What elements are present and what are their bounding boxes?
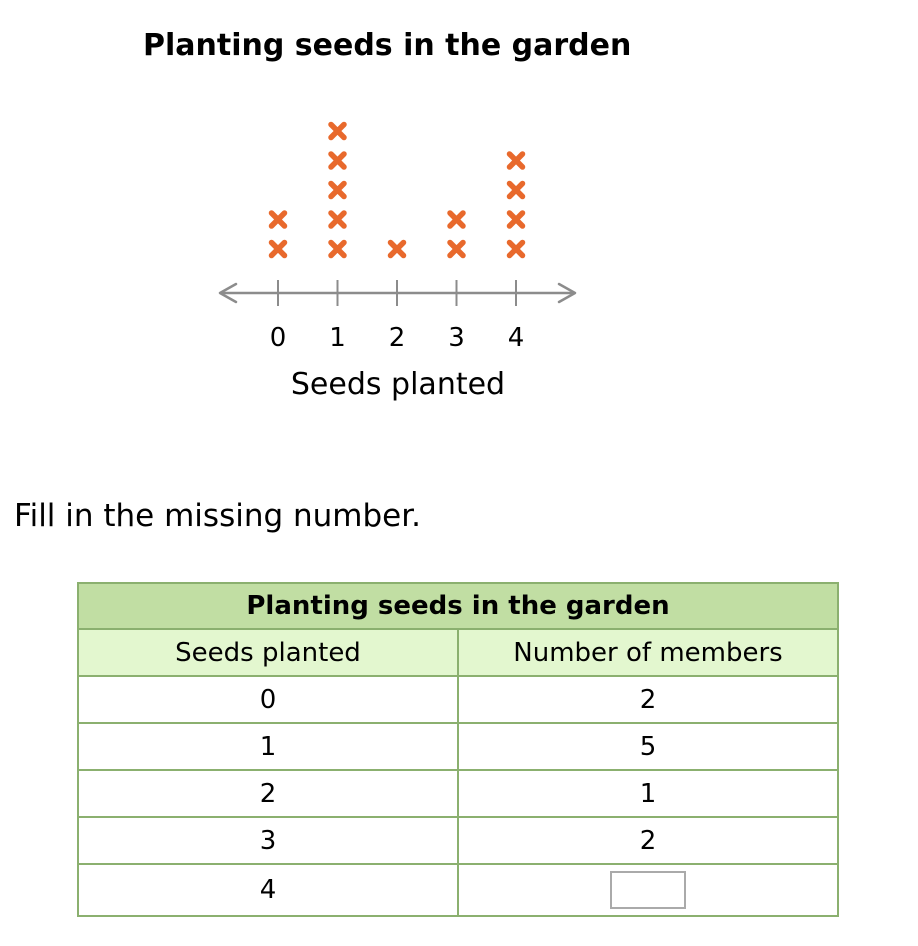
x-mark xyxy=(506,151,526,170)
x-mark xyxy=(328,121,347,141)
table-cell-seeds: 4 xyxy=(77,863,459,917)
left-arrow-icon xyxy=(218,282,238,304)
tick-labels: 0 1 2 3 4 xyxy=(270,323,525,353)
table-cell-members: 1 xyxy=(457,769,839,818)
table-row: 4 xyxy=(77,863,839,917)
column-header-members: Number of members xyxy=(457,628,839,677)
column-header-seeds: Seeds planted xyxy=(77,628,459,677)
table-cell-members: 5 xyxy=(457,722,839,771)
x-mark xyxy=(328,210,347,229)
tick-label: 0 xyxy=(270,323,287,353)
tick-label: 4 xyxy=(508,323,525,353)
table-cell-seeds: 2 xyxy=(77,769,459,818)
x-mark xyxy=(387,239,407,259)
tick-label: 3 xyxy=(448,323,465,353)
tick-label: 2 xyxy=(389,323,406,353)
chart-title: Planting seeds in the garden xyxy=(143,28,632,63)
frequency-table: Planting seeds in the garden Seeds plant… xyxy=(77,582,839,917)
right-arrow-icon xyxy=(557,282,577,304)
table-cell-members: 2 xyxy=(457,816,839,865)
table-cell-seeds: 0 xyxy=(77,675,459,724)
x-mark xyxy=(506,180,526,200)
table-row: 3 2 xyxy=(77,816,839,865)
table-title: Planting seeds in the garden xyxy=(77,582,839,630)
table-cell-seeds: 1 xyxy=(77,722,459,771)
tick-label: 1 xyxy=(329,323,346,353)
dot-marks xyxy=(268,121,526,259)
table-cell-members: 2 xyxy=(457,675,839,724)
table-cell-answer xyxy=(457,863,839,917)
x-mark xyxy=(328,151,347,170)
x-mark xyxy=(328,239,347,259)
dot-plot: 0 1 2 3 4 Seeds planted xyxy=(218,121,577,402)
x-mark xyxy=(447,239,466,259)
tick-marks xyxy=(277,280,517,306)
x-mark xyxy=(328,180,347,200)
x-mark xyxy=(268,210,288,229)
x-mark xyxy=(447,210,466,229)
table-row: 0 2 xyxy=(77,675,839,724)
question-prompt: Fill in the missing number. xyxy=(14,498,422,534)
answer-input[interactable] xyxy=(610,871,686,909)
table-cell-seeds: 3 xyxy=(77,816,459,865)
x-mark xyxy=(506,210,526,229)
x-mark xyxy=(268,239,288,259)
x-mark xyxy=(506,239,526,259)
table-row: 1 5 xyxy=(77,722,839,771)
table-row: 2 1 xyxy=(77,769,839,818)
x-axis-label: Seeds planted xyxy=(291,367,505,402)
